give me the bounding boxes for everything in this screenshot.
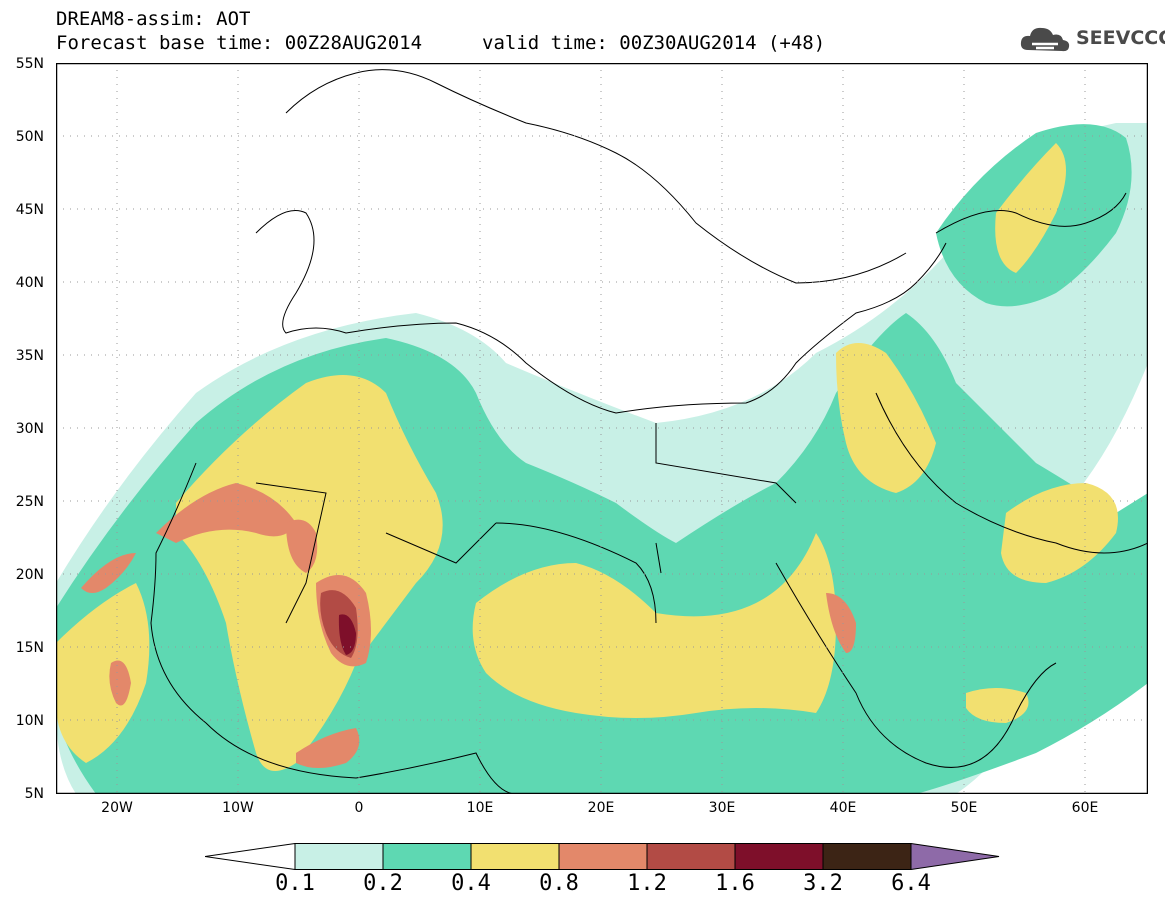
colorbar-level-label: 6.4 — [891, 871, 931, 896]
logo-text: SEEVCCC — [1076, 27, 1165, 49]
colorbar-level-label: 0.1 — [275, 871, 315, 896]
colorbar-level-label: 0.4 — [451, 871, 491, 896]
aot-map — [56, 63, 1148, 794]
map-title: DREAM8-assim: AOT — [56, 8, 251, 30]
lon-label: 10W — [222, 800, 254, 816]
lat-label: 25N — [15, 494, 44, 510]
lat-label: 15N — [15, 640, 44, 656]
graticule — [56, 63, 1148, 794]
lon-label: 40E — [829, 800, 857, 816]
aot-contour-1.6 — [338, 614, 356, 655]
colorbar-swatch — [558, 843, 648, 870]
lon-label: 50E — [950, 800, 978, 816]
colorbar-swatch — [646, 843, 736, 870]
lat-label: 30N — [15, 421, 44, 437]
colorbar-level-label: 1.2 — [627, 871, 667, 896]
colorbar-level-label: 0.8 — [539, 871, 579, 896]
colorbar-swatch — [734, 843, 824, 870]
lat-label: 5N — [24, 786, 44, 802]
colorbar-over-arrow — [910, 843, 1000, 870]
valid-time: valid time: 00Z30AUG2014 (+48) — [482, 32, 826, 54]
lon-label: 0 — [354, 800, 364, 816]
coastlines — [150, 69, 1148, 794]
lat-label: 50N — [15, 129, 44, 145]
lon-label: 20E — [587, 800, 615, 816]
colorbar-swatch — [382, 843, 472, 870]
colorbar-swatch — [470, 843, 560, 870]
colorbar-level-label: 0.2 — [363, 871, 403, 896]
lon-label: 30E — [708, 800, 736, 816]
colorbar-swatch — [294, 843, 384, 870]
colorbar-swatch — [822, 843, 912, 870]
colorbar-level-label: 3.2 — [803, 871, 843, 896]
colorbar-under-arrow — [205, 843, 296, 870]
forecast-base-time: Forecast base time: 00Z28AUG2014 — [56, 32, 423, 54]
lon-label: 20W — [101, 800, 133, 816]
lat-label: 55N — [15, 56, 44, 72]
colorbar-level-label: 1.6 — [715, 871, 755, 896]
lon-label: 60E — [1071, 800, 1099, 816]
lon-label: 10E — [466, 800, 494, 816]
seevccc-logo: SEEVCCC — [1018, 22, 1165, 56]
lat-label: 35N — [15, 348, 44, 364]
lat-label: 20N — [15, 567, 44, 583]
lat-label: 10N — [15, 713, 44, 729]
colorbar — [205, 843, 1000, 870]
cloud-icon — [1020, 27, 1070, 52]
lat-label: 40N — [15, 275, 44, 291]
lat-label: 45N — [15, 202, 44, 218]
